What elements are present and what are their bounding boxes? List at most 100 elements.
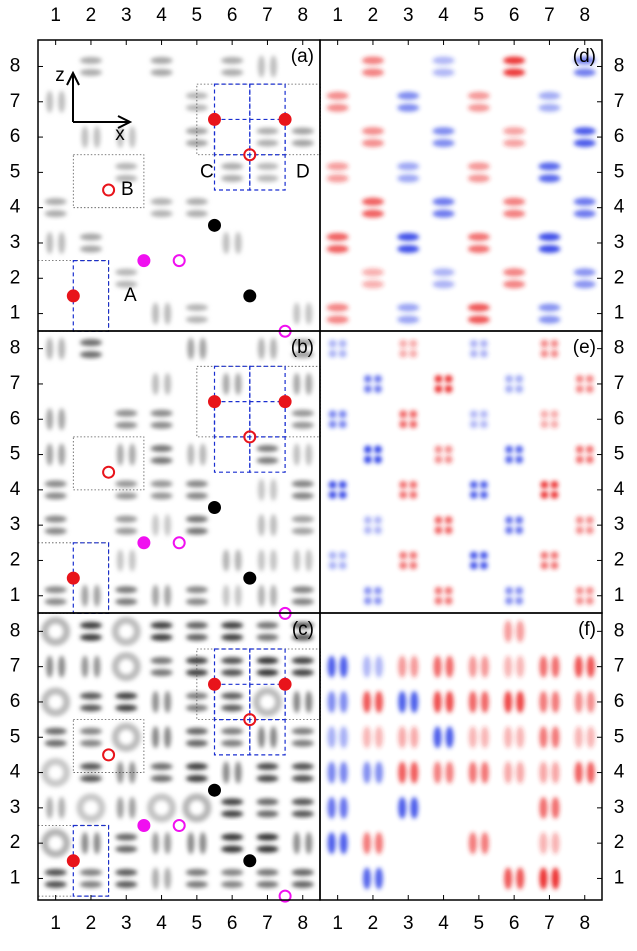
blob xyxy=(373,596,382,605)
blob xyxy=(444,455,453,464)
blob xyxy=(550,551,559,560)
panel-label: (b) xyxy=(291,337,314,358)
blob xyxy=(374,832,383,855)
blob xyxy=(397,315,420,324)
blob xyxy=(399,561,408,570)
blob xyxy=(505,596,514,605)
blob xyxy=(362,655,371,678)
blob xyxy=(363,586,372,595)
blob xyxy=(585,384,594,393)
blob xyxy=(116,443,124,466)
blob xyxy=(409,339,418,348)
blob xyxy=(79,727,102,735)
blob xyxy=(550,561,559,570)
annotation: B xyxy=(121,179,134,200)
blob xyxy=(115,268,138,276)
blob xyxy=(515,455,524,464)
blob xyxy=(585,516,594,525)
blob xyxy=(550,420,559,429)
axis-arrow xyxy=(66,70,80,122)
blob xyxy=(291,527,314,535)
blob xyxy=(199,832,207,855)
dashed-box xyxy=(249,83,286,191)
blob xyxy=(515,445,524,454)
blob xyxy=(128,443,136,466)
blob xyxy=(185,527,208,535)
blob xyxy=(326,174,349,183)
blob xyxy=(409,561,418,570)
blob xyxy=(409,410,418,419)
blob xyxy=(515,374,524,383)
annotation: A xyxy=(124,285,137,306)
blob xyxy=(185,598,208,606)
blob xyxy=(234,584,242,607)
blob xyxy=(434,384,443,393)
blob xyxy=(373,586,382,595)
blob xyxy=(551,655,560,678)
blob xyxy=(586,655,595,678)
blob xyxy=(551,867,560,890)
blob xyxy=(164,726,172,749)
panel-frame xyxy=(37,39,321,332)
blob xyxy=(221,739,244,747)
blob xyxy=(185,210,208,218)
blob xyxy=(540,561,549,570)
blob xyxy=(468,690,477,713)
blob xyxy=(479,480,488,489)
blob xyxy=(444,374,453,383)
blob xyxy=(540,420,549,429)
blob xyxy=(150,669,173,677)
blob xyxy=(79,868,102,876)
y-tick-label: 5 xyxy=(614,444,625,465)
blob xyxy=(221,798,244,806)
blob xyxy=(221,657,244,665)
blob xyxy=(328,420,337,429)
x-tick-label: 2 xyxy=(368,5,379,26)
blob xyxy=(480,761,489,784)
y-tick-label: 6 xyxy=(614,408,625,429)
blob xyxy=(374,655,383,678)
x-tick-label: 6 xyxy=(509,5,520,26)
blob xyxy=(328,561,337,570)
blob xyxy=(291,775,314,783)
blob xyxy=(221,68,244,76)
blob xyxy=(467,303,490,312)
blob xyxy=(398,726,407,749)
blob xyxy=(257,478,265,501)
blob xyxy=(234,761,242,784)
blob xyxy=(515,384,524,393)
marker xyxy=(208,112,221,126)
blob xyxy=(79,621,102,629)
blob xyxy=(164,867,172,890)
blob xyxy=(432,68,455,77)
blob xyxy=(44,739,67,747)
blob xyxy=(373,455,382,464)
blob xyxy=(397,244,420,253)
panel-frame xyxy=(319,330,603,614)
blob xyxy=(540,490,549,499)
x-tick-label: 5 xyxy=(192,913,203,934)
blob xyxy=(586,690,595,713)
blob xyxy=(326,244,349,253)
blob xyxy=(150,210,173,218)
x-tick-label: 7 xyxy=(262,913,273,934)
blob xyxy=(538,303,561,312)
blob xyxy=(111,722,141,752)
blob xyxy=(503,56,526,65)
blob xyxy=(79,633,102,641)
blob xyxy=(399,420,408,429)
blob xyxy=(46,231,54,254)
y-tick-label: 6 xyxy=(614,691,625,712)
blob xyxy=(115,409,138,417)
blob xyxy=(434,516,443,525)
blob xyxy=(575,374,584,383)
dashed-box xyxy=(213,365,251,473)
blob xyxy=(505,516,514,525)
blob xyxy=(81,584,89,607)
blob xyxy=(503,139,526,148)
blob xyxy=(291,339,314,347)
y-tick-label: 1 xyxy=(614,867,625,888)
blob xyxy=(432,139,455,148)
blob xyxy=(363,455,372,464)
